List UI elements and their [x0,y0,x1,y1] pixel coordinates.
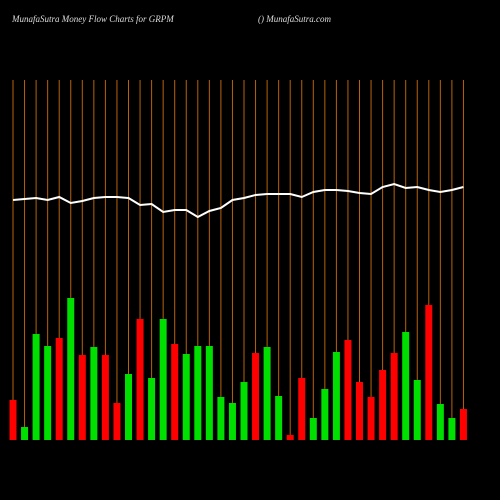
bar [402,332,410,440]
bar [159,319,167,440]
bar [298,378,306,440]
bar [148,378,156,440]
bar [217,397,225,440]
bar [194,346,202,440]
bar [32,334,40,440]
bar [367,397,375,440]
bar [286,435,294,440]
bar [436,404,444,440]
chart-title: MunafaSutra Money Flow Charts for GRPM [11,14,174,24]
bar [55,338,63,440]
bar [309,418,317,440]
bar [321,389,329,440]
bar [21,427,29,440]
bar [413,380,421,440]
bar [125,374,132,440]
bar [90,347,98,440]
bar [228,403,236,440]
bar [332,352,340,440]
bar [252,353,260,440]
bar [379,370,387,440]
bar [448,418,456,440]
bar [101,355,109,440]
bar [171,344,179,440]
bar [113,403,121,440]
bar [67,298,75,440]
bar [240,382,248,440]
bar [9,400,17,440]
money-flow-line [12,182,464,219]
bar [425,305,433,440]
bar [78,355,86,440]
bar [356,382,363,440]
bar [390,353,398,440]
chart-subtitle: () MunafaSutra.com [258,14,331,24]
bar [44,346,52,440]
bar [263,347,271,440]
bar [344,340,352,440]
bar [275,396,283,440]
bar [459,409,467,440]
bar [136,319,144,440]
bar [205,346,213,440]
bar [182,354,190,440]
